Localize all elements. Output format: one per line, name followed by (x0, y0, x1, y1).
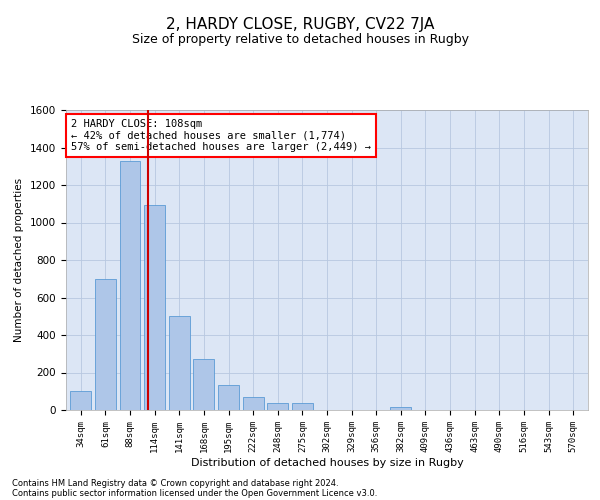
Text: Contains public sector information licensed under the Open Government Licence v3: Contains public sector information licen… (12, 488, 377, 498)
Bar (144, 204, 165, 410)
Bar (193, 360, 214, 410)
Bar (391, 407, 412, 410)
Bar (95, 279, 116, 410)
Text: 2, HARDY CLOSE, RUGBY, CV22 7JA: 2, HARDY CLOSE, RUGBY, CV22 7JA (166, 18, 434, 32)
Bar (292, 404, 313, 410)
Y-axis label: Number of detached properties: Number of detached properties (14, 178, 25, 342)
Bar (70, 391, 91, 410)
Bar (169, 316, 190, 410)
Text: Size of property relative to detached houses in Rugby: Size of property relative to detached ho… (131, 32, 469, 46)
Text: Contains HM Land Registry data © Crown copyright and database right 2024.: Contains HM Land Registry data © Crown c… (12, 478, 338, 488)
Bar (267, 404, 288, 410)
Bar (218, 384, 239, 410)
Text: 2 HARDY CLOSE: 108sqm
← 42% of detached houses are smaller (1,774)
57% of semi-d: 2 HARDY CLOSE: 108sqm ← 42% of detached … (71, 119, 371, 152)
Bar (242, 397, 263, 410)
X-axis label: Distribution of detached houses by size in Rugby: Distribution of detached houses by size … (191, 458, 463, 468)
Bar (119, 160, 140, 410)
